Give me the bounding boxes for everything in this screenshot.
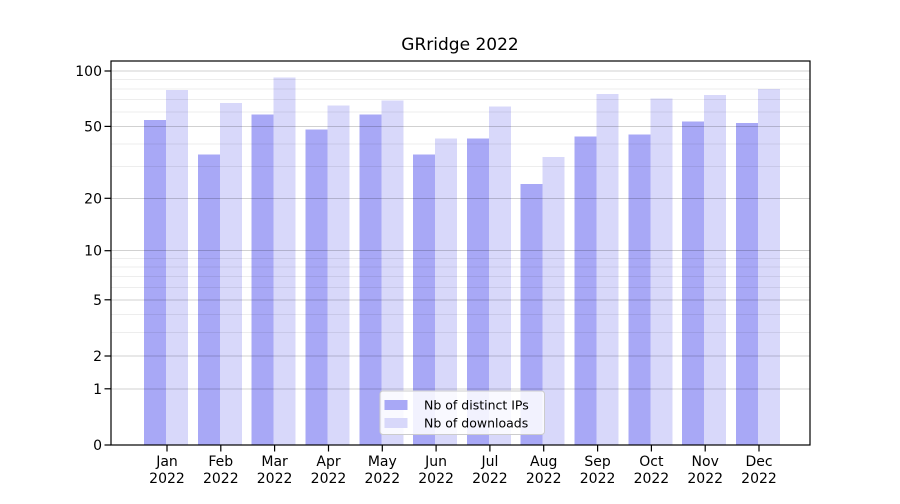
x-tick-label-month: Jul — [480, 454, 498, 470]
x-tick-label-month: Apr — [316, 454, 340, 470]
y-tick-label: 50 — [84, 119, 102, 135]
x-tick-label-year: 2022 — [687, 471, 723, 487]
gridlines-group — [111, 70, 810, 390]
bar-ips-may — [359, 114, 382, 445]
x-tick-label-year: 2022 — [472, 471, 508, 487]
bar-downloads-may — [381, 100, 404, 445]
x-tick-label-year: 2022 — [634, 471, 670, 487]
bar-downloads-oct — [650, 98, 673, 446]
y-tick-label: 5 — [93, 293, 102, 309]
x-tick-label-month: Feb — [208, 454, 233, 470]
x-tick-label-year: 2022 — [741, 471, 777, 487]
bar-ips-sep — [574, 136, 597, 445]
bar-downloads-mar — [273, 77, 296, 445]
legend-label-downloads: Nb of downloads — [424, 416, 528, 431]
x-tick-label-year: 2022 — [203, 471, 239, 487]
legend-swatch-ips — [384, 400, 408, 410]
bar-ips-jul — [466, 138, 489, 446]
x-tick-label-year: 2022 — [257, 471, 293, 487]
bar-downloads-dec — [758, 88, 780, 446]
plot-border — [110, 60, 811, 446]
bar-ips-jun — [413, 154, 436, 445]
x-tick-label-year: 2022 — [526, 471, 562, 487]
x-tick-label-month: Sep — [584, 454, 611, 470]
legend: Nb of distinct IPs Nb of downloads — [379, 390, 545, 435]
legend-box — [379, 390, 545, 435]
y-tick-label: 10 — [84, 244, 102, 260]
x-tick-label-month: Dec — [745, 454, 772, 470]
y-tick-label: 100 — [75, 64, 102, 80]
x-tick-label-year: 2022 — [364, 471, 400, 487]
bars-group — [144, 77, 780, 446]
bar-ips-aug — [520, 184, 543, 445]
bar-ips-oct — [628, 134, 651, 445]
bar-downloads-sep — [596, 94, 619, 445]
bar-ips-nov — [682, 121, 705, 445]
y-tick-label: 2 — [93, 349, 102, 365]
legend-label-ips: Nb of distinct IPs — [424, 398, 529, 413]
bar-downloads-apr — [327, 105, 350, 445]
bar-downloads-feb — [219, 103, 242, 445]
legend-swatch-downloads — [384, 418, 408, 428]
x-tick-label-month: Jan — [155, 454, 178, 470]
bar-downloads-jul — [488, 106, 511, 445]
axes-group: 0125102050100Jan2022Feb2022Mar2022Apr202… — [75, 60, 811, 487]
chart-title: GRridge 2022 — [401, 35, 518, 55]
y-tick-label: 20 — [84, 191, 102, 207]
y-tick-label: 0 — [93, 438, 102, 454]
x-tick-label-year: 2022 — [418, 471, 454, 487]
x-tick-label-month: Jun — [424, 454, 447, 470]
bar-ips-dec — [736, 123, 758, 445]
bar-ips-apr — [305, 129, 328, 445]
bar-downloads-aug — [542, 156, 565, 445]
bar-downloads-jun — [435, 138, 458, 446]
bar-ips-jan — [144, 120, 166, 445]
x-tick-label-month: Mar — [261, 454, 288, 470]
bar-downloads-jan — [166, 89, 188, 446]
bar-ips-feb — [197, 154, 220, 445]
x-tick-label-year: 2022 — [580, 471, 616, 487]
x-tick-label-year: 2022 — [311, 471, 347, 487]
bar-ips-mar — [251, 114, 274, 445]
x-tick-label-month: Aug — [530, 454, 557, 470]
x-tick-label-month: Oct — [639, 454, 664, 470]
x-tick-label-month: May — [368, 454, 397, 470]
x-tick-label-month: Nov — [692, 454, 719, 470]
y-tick-label: 1 — [93, 382, 102, 398]
x-tick-label-year: 2022 — [149, 471, 185, 487]
bar-downloads-nov — [704, 95, 727, 445]
